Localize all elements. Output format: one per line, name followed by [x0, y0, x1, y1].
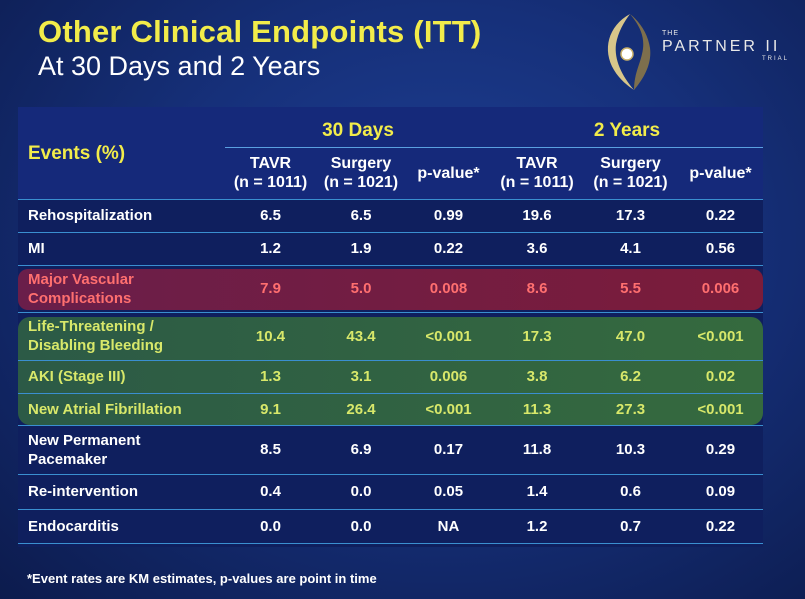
row-label: New Atrial Fibrillation	[28, 400, 182, 418]
table-cell: 3.8	[526, 368, 548, 385]
table-cell: 5.0	[350, 280, 372, 297]
table-cell: 9.1	[260, 400, 281, 418]
column-header: Surgery (n = 1021)	[593, 155, 668, 191]
table-cell: 0.0	[350, 483, 372, 500]
table-cell: 11.8	[522, 441, 552, 458]
table-cell: 7.9	[260, 280, 281, 297]
group-header-30-days: 30 Days	[322, 119, 394, 141]
bleeding-highlight-band	[18, 317, 763, 425]
table-cell: 8.6	[526, 280, 548, 297]
column-header: Surgery (n = 1021)	[323, 155, 399, 191]
table-cell: 0.6	[620, 483, 641, 500]
table-cell: 0.0	[350, 517, 372, 535]
table-cell: <0.001	[697, 400, 744, 418]
table-cell: <0.001	[425, 327, 472, 345]
table-cell: 0.006	[701, 280, 740, 297]
table-cell: 0.006	[429, 368, 468, 385]
table-cell: 4.1	[620, 240, 641, 257]
heart-valve-logo-icon	[607, 14, 651, 90]
row-divider	[18, 199, 763, 200]
slide-subtitle: At 30 Days and 2 Years	[38, 51, 321, 81]
table-cell: 11.3	[522, 400, 552, 418]
table-cell: 0.99	[433, 207, 464, 224]
partner-trial-logo: THE PARTNER II TRIAL	[600, 8, 800, 98]
table-cell: 0.09	[705, 483, 736, 500]
table-cell: 6.5	[350, 207, 372, 224]
logo-name-text: PARTNER II	[662, 38, 781, 55]
column-header: p-value*	[417, 164, 480, 182]
table-cell: 0.29	[705, 441, 736, 458]
table-cell: 0.17	[433, 441, 464, 458]
table-cell: 43.4	[346, 327, 376, 345]
table-cell: 0.22	[433, 240, 464, 257]
table-cell: 10.3	[615, 441, 646, 458]
footnote: *Event rates are KM estimates, p-values …	[27, 571, 377, 586]
group-header-2-years: 2 Years	[593, 119, 661, 141]
table-cell: 6.2	[620, 368, 641, 385]
table-cell: 1.4	[526, 483, 548, 500]
endpoints-table: Events (%) 30 Days 2 Years TAVR (n = 101…	[18, 107, 763, 547]
column-header: TAVR (n = 1011)	[500, 155, 574, 191]
table-cell: <0.001	[425, 400, 472, 418]
row-divider	[18, 509, 763, 510]
table-cell: 0.02	[705, 368, 736, 385]
row-divider	[18, 474, 763, 475]
table-cell: 1.3	[260, 368, 281, 385]
table-cell: 0.008	[429, 280, 468, 297]
table-cell: 0.7	[620, 517, 641, 535]
table-cell: 1.2	[260, 240, 281, 257]
table-cell: 17.3	[522, 327, 552, 345]
table-cell: 19.6	[522, 207, 552, 224]
table-cell: 3.1	[350, 368, 372, 385]
row-divider	[18, 265, 763, 266]
table-cell: 27.3	[615, 400, 646, 418]
row-label: Major Vascular Complications	[28, 270, 134, 307]
table-cell: 0.22	[705, 207, 736, 224]
vascular-highlight-band	[18, 269, 763, 310]
logo-trial-text: TRIAL	[762, 56, 790, 62]
row-divider	[18, 393, 763, 394]
table-cell: 0.22	[705, 517, 736, 535]
column-header: p-value*	[689, 164, 752, 182]
row-label: Endocarditis	[28, 517, 119, 535]
table-cell: 3.6	[526, 240, 548, 257]
table-cell: 6.9	[350, 441, 372, 458]
table-cell: 10.4	[255, 327, 286, 345]
table-cell: 1.2	[526, 517, 548, 535]
row-label: New Permanent Pacemaker	[28, 431, 141, 468]
row-divider	[18, 360, 763, 361]
row-label: Rehospitalization	[28, 207, 153, 224]
table-cell: NA	[437, 517, 460, 535]
events-header: Events (%)	[28, 142, 126, 164]
table-cell: 0.4	[260, 483, 281, 500]
table-cell: 0.56	[705, 240, 736, 257]
table-cell: 47.0	[615, 327, 646, 345]
row-divider	[18, 232, 763, 233]
table-cell: 1.9	[350, 240, 372, 257]
row-divider	[18, 543, 763, 544]
column-header: TAVR (n = 1011)	[233, 155, 308, 191]
row-label: Re-intervention	[28, 483, 139, 500]
logo-the-text: THE	[662, 30, 679, 37]
row-divider	[18, 425, 763, 426]
row-label: MI	[28, 240, 45, 257]
slide-title: Other Clinical Endpoints (ITT)	[38, 14, 482, 49]
table-cell: <0.001	[697, 327, 744, 345]
table-cell: 17.3	[615, 207, 646, 224]
table-cell: 0.0	[260, 517, 281, 535]
table-cell: 26.4	[346, 400, 376, 418]
table-cell: 8.5	[260, 441, 281, 458]
table-cell: 6.5	[260, 207, 281, 224]
row-divider	[18, 312, 763, 313]
row-label: Life-Threatening / Disabling Bleeding	[28, 318, 164, 354]
table-cell: 0.05	[433, 483, 464, 500]
row-label: AKI (Stage III)	[28, 368, 126, 385]
table-cell: 5.5	[620, 280, 641, 297]
